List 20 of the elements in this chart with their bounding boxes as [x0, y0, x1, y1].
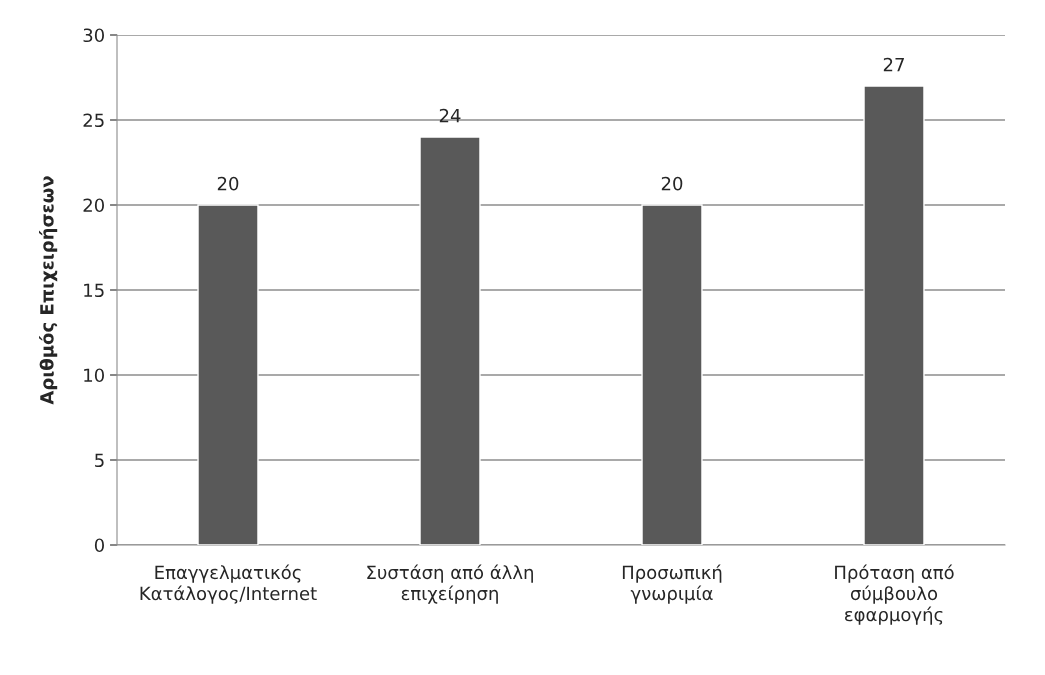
data-label: 20 — [661, 176, 683, 191]
x-tick-label: Επαγγελματικός Κατάλογος/Internet — [140, 564, 317, 604]
y-tick-label: 0 — [94, 538, 104, 553]
bar — [197, 204, 259, 545]
y-tick-label: 30 — [83, 28, 104, 43]
y-tick-label: 25 — [83, 113, 104, 128]
x-tick-label: Πρόταση από σύμβουλο εφαρμογής — [835, 564, 954, 625]
y-tick-label: 20 — [83, 198, 104, 213]
y-tick-label: 15 — [84, 283, 104, 298]
data-label: 24 — [439, 108, 461, 123]
y-axis-title: Αριθμός Επιχειρήσεων — [39, 176, 58, 405]
y-tick-label: 5 — [95, 453, 104, 468]
bar — [863, 85, 925, 545]
data-label: 27 — [883, 57, 904, 72]
bar — [641, 204, 703, 545]
x-tick-label: Συστάση από άλλη επιχείρηση — [367, 564, 533, 604]
y-tick-label: 10 — [84, 368, 104, 383]
bar — [419, 136, 481, 545]
data-label: 20 — [217, 176, 239, 191]
x-tick-label: Προσωπική γνωριμία — [622, 564, 722, 604]
